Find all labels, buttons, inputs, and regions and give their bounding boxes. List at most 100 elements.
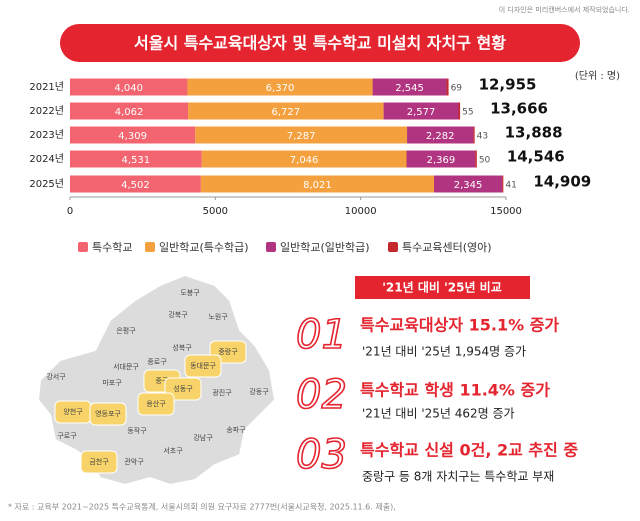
legend-marker bbox=[78, 242, 88, 252]
district-name: 관악구 bbox=[124, 457, 144, 466]
district-name: 양천구 bbox=[63, 407, 83, 416]
total-label: 12,955 bbox=[479, 76, 537, 94]
legend-label: 특수학교 bbox=[92, 241, 132, 254]
bar-segment bbox=[201, 150, 407, 168]
bar-segment bbox=[383, 102, 459, 120]
y-tick-label: 2023년 bbox=[29, 129, 64, 141]
chart-title: 서울시 특수교육대상자 및 특수학교 미설치 자치구 현황 bbox=[134, 34, 506, 53]
y-tick-label: 2022년 bbox=[29, 105, 64, 117]
legend-marker bbox=[266, 242, 276, 252]
legend-marker bbox=[388, 242, 398, 252]
bar-segment bbox=[70, 102, 189, 120]
bar-value-label: 7,287 bbox=[287, 131, 316, 142]
bar-segment bbox=[188, 102, 384, 120]
district-name: 서초구 bbox=[163, 446, 183, 455]
bar-segment bbox=[187, 78, 373, 96]
district-highlight bbox=[80, 450, 118, 474]
bar-segment bbox=[372, 78, 447, 96]
bar-value-label: 2,345 bbox=[454, 180, 483, 191]
total-label: 13,666 bbox=[490, 100, 548, 118]
badge-text: '21년 대비 '25년 비교 bbox=[382, 280, 502, 295]
item-detail: '21년 대비 '25년 1,954명 증가 bbox=[362, 345, 526, 359]
district-name: 도봉구 bbox=[180, 289, 200, 297]
bar-value-label: 4,531 bbox=[122, 155, 151, 166]
district-name: 은평구 bbox=[116, 326, 136, 335]
bar-segment bbox=[195, 126, 408, 144]
unit-label: (단위 : 명) bbox=[575, 69, 620, 82]
bar-value-label: 50 bbox=[479, 156, 491, 166]
item-heading: 특수학교 신설 0건, 2교 추진 중 bbox=[360, 441, 578, 460]
district-highlight bbox=[184, 354, 222, 378]
district-name: 구로구 bbox=[57, 432, 77, 440]
comparison-badge bbox=[355, 276, 530, 299]
district-name: 성북구 bbox=[172, 343, 192, 352]
item-detail: 중랑구 등 8개 자치구는 특수학교 부재 bbox=[362, 470, 554, 484]
district-name: 금천구 bbox=[89, 457, 109, 466]
bar-segment bbox=[70, 150, 202, 168]
bar-value-label: 4,062 bbox=[115, 107, 144, 118]
total-label: 14,909 bbox=[533, 173, 591, 191]
bar-segment bbox=[458, 102, 461, 120]
district-name: 노원구 bbox=[208, 312, 228, 321]
bar-value-label: 4,309 bbox=[118, 131, 147, 142]
item-detail: '21년 대비 '25년 462명 증가 bbox=[362, 407, 515, 421]
footnote: * 자료 : 교육부 2021~2025 특수교육통계, 서울시의회 의원 요구… bbox=[8, 502, 396, 512]
y-tick-label: 2021년 bbox=[29, 81, 64, 93]
bar-value-label: 4,502 bbox=[121, 180, 150, 191]
district-name: 마포구 bbox=[102, 378, 122, 387]
legend-label: 일반학교(일반학급) bbox=[280, 240, 370, 254]
district-highlight bbox=[137, 392, 175, 416]
bar-value-label: 2,369 bbox=[427, 155, 456, 166]
title-banner bbox=[60, 24, 580, 62]
total-label: 13,888 bbox=[505, 124, 563, 142]
bar-value-label: 6,370 bbox=[266, 83, 295, 94]
district-highlight bbox=[89, 402, 127, 426]
x-tick-label: 10000 bbox=[345, 206, 377, 217]
district-name: 동작구 bbox=[127, 426, 147, 435]
bar-segment bbox=[446, 78, 449, 96]
district-name: 중구 bbox=[156, 377, 169, 385]
item-number: 03 bbox=[296, 432, 347, 478]
bar-value-label: 55 bbox=[462, 108, 473, 118]
bar-value-label: 2,282 bbox=[426, 131, 455, 142]
legend-label: 특수교육센터(영아) bbox=[402, 241, 492, 254]
bar-segment bbox=[475, 150, 477, 168]
bar-segment bbox=[473, 126, 475, 144]
item-number: 01 bbox=[296, 312, 347, 358]
district-name: 강남구 bbox=[193, 433, 213, 442]
district-name: 강서구 bbox=[46, 372, 66, 381]
legend-marker bbox=[145, 242, 155, 252]
legend-label: 일반학교(특수학급) bbox=[159, 240, 249, 254]
district-name: 광진구 bbox=[212, 388, 232, 397]
district-name: 서대문구 bbox=[113, 362, 139, 371]
bar-value-label: 2,577 bbox=[407, 107, 436, 118]
bar-value-label: 7,046 bbox=[290, 155, 319, 166]
district-name: 용산구 bbox=[146, 399, 166, 408]
x-tick-label: 15000 bbox=[490, 206, 522, 217]
district-name: 종로구 bbox=[147, 358, 167, 366]
district-name: 강북구 bbox=[168, 310, 188, 319]
district-name: 영등포구 bbox=[95, 409, 121, 418]
bar-value-label: 4,040 bbox=[114, 83, 143, 94]
bar-segment bbox=[70, 78, 188, 96]
bar-segment bbox=[407, 126, 474, 144]
bar-segment bbox=[70, 175, 201, 193]
district-name: 송파구 bbox=[226, 425, 246, 434]
bar-value-label: 2,545 bbox=[395, 83, 424, 94]
x-tick-label: 5000 bbox=[203, 206, 228, 217]
bar-segment bbox=[200, 175, 435, 193]
district-name: 강동구 bbox=[249, 387, 269, 396]
bar-value-label: 6,727 bbox=[272, 107, 301, 118]
district-name: 동대문구 bbox=[190, 362, 216, 370]
bar-segment bbox=[406, 150, 476, 168]
bar-value-label: 43 bbox=[477, 132, 488, 142]
item-number: 02 bbox=[296, 372, 347, 418]
bar-value-label: 8,021 bbox=[303, 180, 332, 191]
bar-value-label: 41 bbox=[505, 181, 516, 191]
bar-segment bbox=[70, 126, 196, 144]
total-label: 14,546 bbox=[507, 148, 565, 166]
credit: 이 디자인은 미리캔버스에서 제작되었습니다. bbox=[499, 5, 630, 14]
district-highlight bbox=[164, 377, 202, 401]
district-name: 중랑구 bbox=[218, 348, 238, 356]
